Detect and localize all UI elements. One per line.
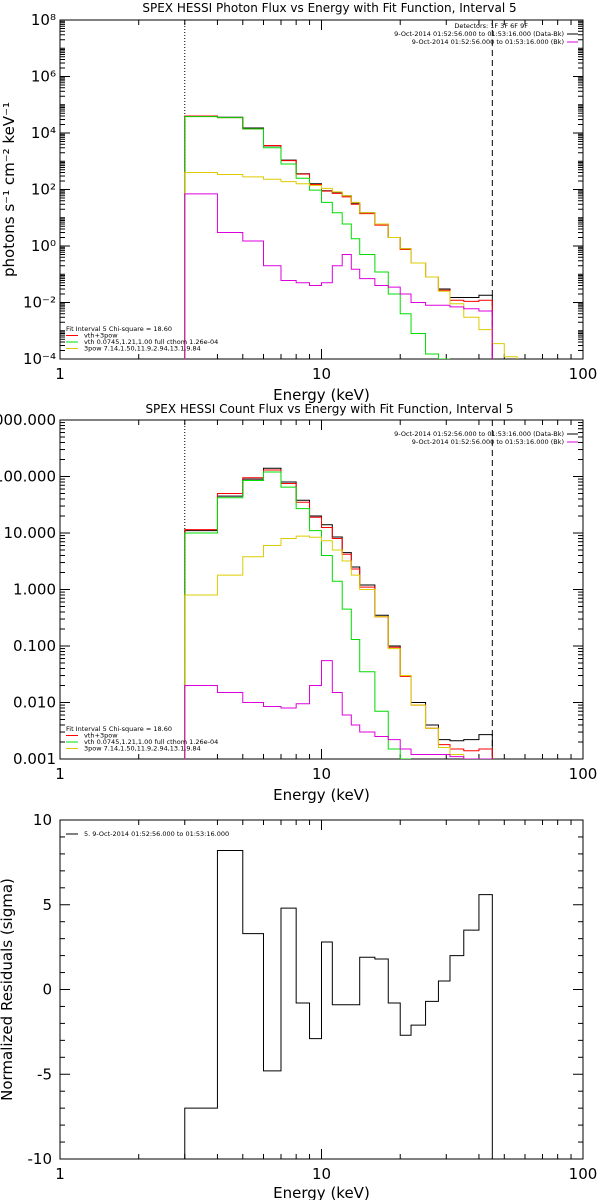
y-tick-label: 0.100 bbox=[13, 637, 56, 655]
legend-entry: vth+3pow bbox=[84, 732, 118, 740]
legend-entry: 5. 9-Oct-2014 01:52:56.000 to 01:53:16.0… bbox=[84, 830, 229, 838]
y-tick-label: 10² bbox=[31, 181, 56, 199]
y-tick-label: -5 bbox=[37, 1065, 52, 1083]
y-tick-label: 0.010 bbox=[13, 694, 56, 712]
x-tick-label: 100 bbox=[569, 365, 598, 383]
legend-entry: 9-Oct-2014 01:52:56.000 to 01:53:16.000 … bbox=[412, 38, 564, 46]
legend-fit-interval: Fit Interval 5 Chi-square = 18.60 bbox=[66, 325, 172, 333]
chart-panel-1: 1 10 100 10⁻⁴ 10⁻² 10⁰ 10² 10⁴ 10⁶ 10⁸ SPEX HESSI … bbox=[0, 1, 597, 404]
series-2-histogram bbox=[184, 116, 450, 359]
x-tick-label: 1 bbox=[55, 365, 65, 383]
legend-entry: 9-Oct-2014 01:52:56.000 to 01:53:16.000 … bbox=[394, 430, 564, 438]
y-tick-label: 10.000 bbox=[4, 524, 57, 542]
y-tick-label: 0 bbox=[42, 981, 52, 999]
y-tick-label: 1.000 bbox=[13, 581, 56, 599]
series-0-histogram bbox=[184, 850, 493, 1159]
legend-entry: 3pow 7.14,1.50,11.9,2.94,13.1,9.84 bbox=[84, 345, 201, 353]
y-tick-label: -10 bbox=[28, 1150, 53, 1168]
y-tick-label: 10⁴ bbox=[31, 124, 56, 142]
x-tick-label: 1 bbox=[55, 765, 65, 783]
x-axis-label: Energy (keV) bbox=[273, 786, 370, 804]
y-tick-label: 100.000 bbox=[0, 468, 56, 486]
y-tick-label: 10⁻² bbox=[23, 294, 56, 312]
series-4-histogram bbox=[184, 193, 493, 359]
y-tick-label: 10⁰ bbox=[31, 237, 56, 255]
series-1-histogram bbox=[184, 469, 493, 759]
y-tick-label: 10 bbox=[33, 811, 52, 829]
legend-entry: vth 0.0745,1.21,1.00 full cthom 1.26e-04 bbox=[84, 738, 218, 746]
x-tick-label: 10 bbox=[312, 1165, 331, 1183]
y-tick-label: 0.001 bbox=[13, 750, 56, 768]
x-tick-label: 100 bbox=[569, 765, 598, 783]
plot-frame bbox=[59, 419, 584, 760]
chart-panel-2: 1 10 100 0.001 0.010 0.100 1.000 10.000 100.000 1… bbox=[0, 402, 597, 804]
x-axis-label: Energy (keV) bbox=[273, 1184, 370, 1200]
x-tick-label: 1 bbox=[55, 1165, 65, 1183]
series-4-histogram bbox=[184, 660, 493, 759]
legend-fit-interval: Fit Interval 5 Chi-square = 18.60 bbox=[66, 725, 172, 733]
series-2-histogram bbox=[184, 471, 412, 759]
x-tick-label: 10 bbox=[312, 765, 331, 783]
y-tick-label: 10⁸ bbox=[31, 11, 56, 29]
chart-title: SPEX HESSI Photon Flux vs Energy with Fi… bbox=[142, 1, 516, 15]
legend-entry: 3pow 7.14,1.50,11.9,2.94,13.1,9.84 bbox=[84, 745, 201, 753]
legend-entry: vth+3pow bbox=[84, 332, 118, 340]
chart-title: SPEX HESSI Count Flux vs Energy with Fit… bbox=[145, 402, 513, 416]
y-axis-label: Normalized Residuals (sigma) bbox=[0, 878, 16, 1101]
legend-entry: 9-Oct-2014 01:52:56.000 to 01:53:16.000 … bbox=[412, 438, 564, 446]
series-3-histogram bbox=[184, 535, 493, 759]
y-tick-label: 5 bbox=[42, 896, 52, 914]
legend-detectors: Detectors: 1F 3F 6F 9F bbox=[454, 22, 528, 30]
x-tick-label: 10 bbox=[312, 365, 331, 383]
legend-entry: vth 0.0745,1.21,1.00 full cthom 1.26e-04 bbox=[84, 338, 218, 346]
y-tick-label: 10⁶ bbox=[31, 68, 56, 86]
y-tick-label: 10⁻⁴ bbox=[23, 350, 56, 368]
series-1-histogram bbox=[184, 115, 493, 359]
x-tick-label: 100 bbox=[569, 1165, 598, 1183]
legend-entry: 9-Oct-2014 01:52:56.000 to 01:53:16.000 … bbox=[394, 30, 564, 38]
y-axis-label: photons s⁻¹ cm⁻² keV⁻¹ bbox=[0, 102, 18, 277]
series-3-histogram bbox=[184, 171, 518, 359]
x-axis-label: Energy (keV) bbox=[273, 386, 370, 404]
series-0-histogram bbox=[184, 115, 493, 359]
series-0-histogram bbox=[184, 467, 493, 759]
